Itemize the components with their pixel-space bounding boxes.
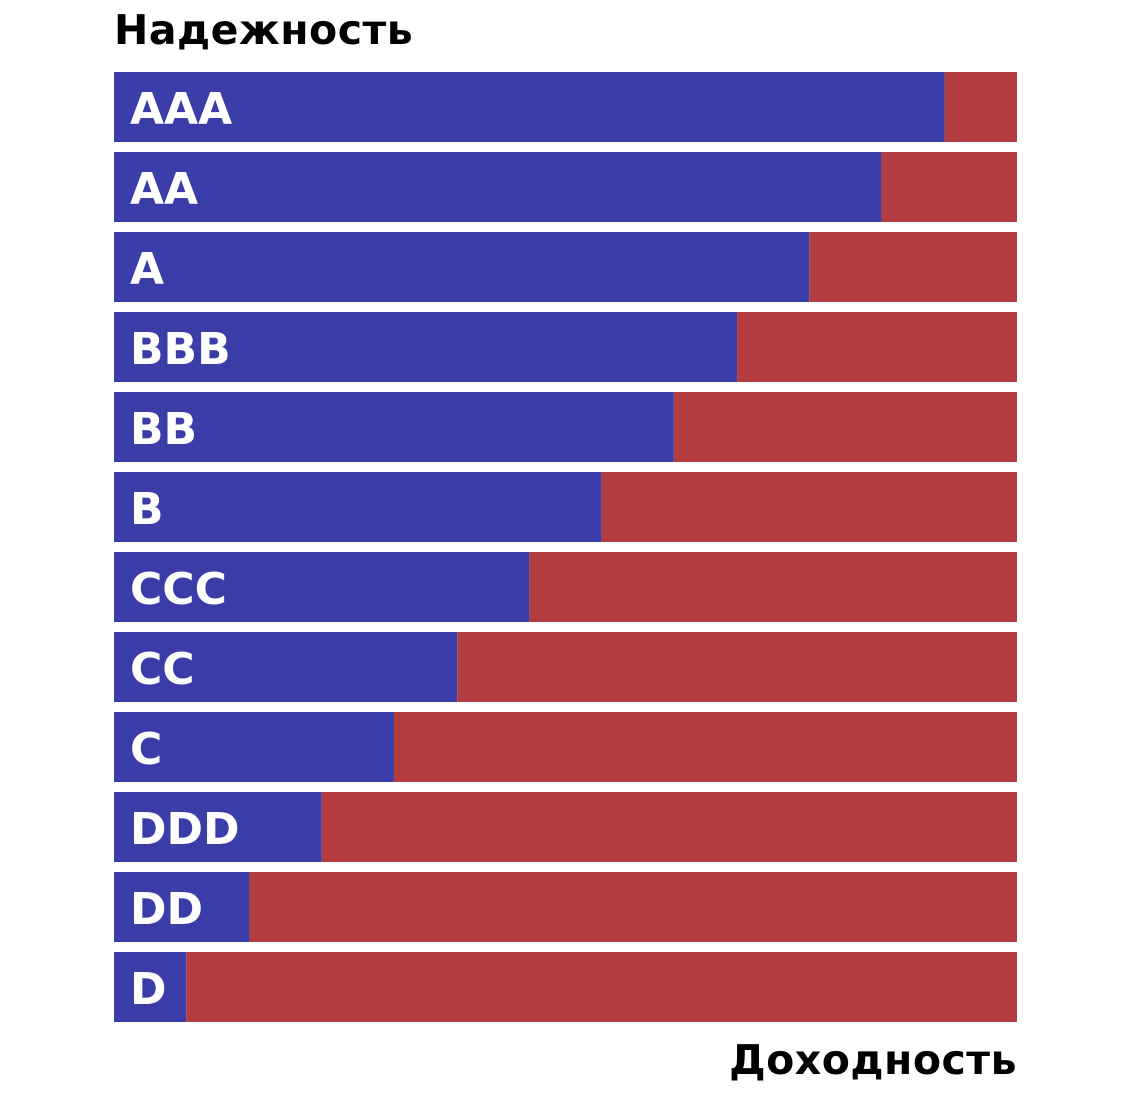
bar-blue-cc: [114, 632, 458, 702]
category-label-bb: BB: [130, 404, 197, 455]
category-label-c: C: [130, 724, 162, 775]
category-label-d: D: [130, 964, 167, 1015]
category-label-cc: CC: [130, 644, 195, 695]
y-axis-label: Надежность: [114, 6, 414, 54]
bar-red-a: [809, 232, 1017, 302]
bar-red-aa: [881, 152, 1017, 222]
bar-blue-bbb: [114, 312, 738, 382]
category-label-dd: DD: [130, 884, 203, 935]
bar-red-bb: [673, 392, 1017, 462]
bar-red-dd: [249, 872, 1017, 942]
bar-red-d: [186, 952, 1018, 1022]
bar-red-ddd: [321, 792, 1017, 862]
category-label-aaa: AAA: [130, 84, 232, 135]
category-label-b: B: [130, 484, 164, 535]
bar-red-b: [601, 472, 1017, 542]
x-axis-label: Доходность: [729, 1036, 1017, 1084]
category-label-ddd: DDD: [130, 804, 240, 855]
bar-red-bbb: [737, 312, 1017, 382]
bar-red-ccc: [529, 552, 1017, 622]
category-label-ccc: CCC: [130, 564, 227, 615]
bar-blue-c: [114, 712, 394, 782]
bar-blue-d: [114, 952, 187, 1022]
bar-blue-a: [114, 232, 810, 302]
bar-blue-bb: [114, 392, 674, 462]
bar-red-aaa: [944, 72, 1017, 142]
bar-blue-ccc: [114, 552, 530, 622]
bar-red-cc: [457, 632, 1017, 702]
bar-blue-aaa: [114, 72, 945, 142]
bar-blue-ddd: [114, 792, 322, 862]
bar-blue-aa: [114, 152, 882, 222]
bar-red-c: [393, 712, 1017, 782]
category-label-bbb: BBB: [130, 324, 231, 375]
category-label-aa: AA: [130, 164, 198, 215]
category-label-a: A: [130, 244, 164, 295]
bar-blue-dd: [114, 872, 250, 942]
bar-blue-b: [114, 472, 602, 542]
